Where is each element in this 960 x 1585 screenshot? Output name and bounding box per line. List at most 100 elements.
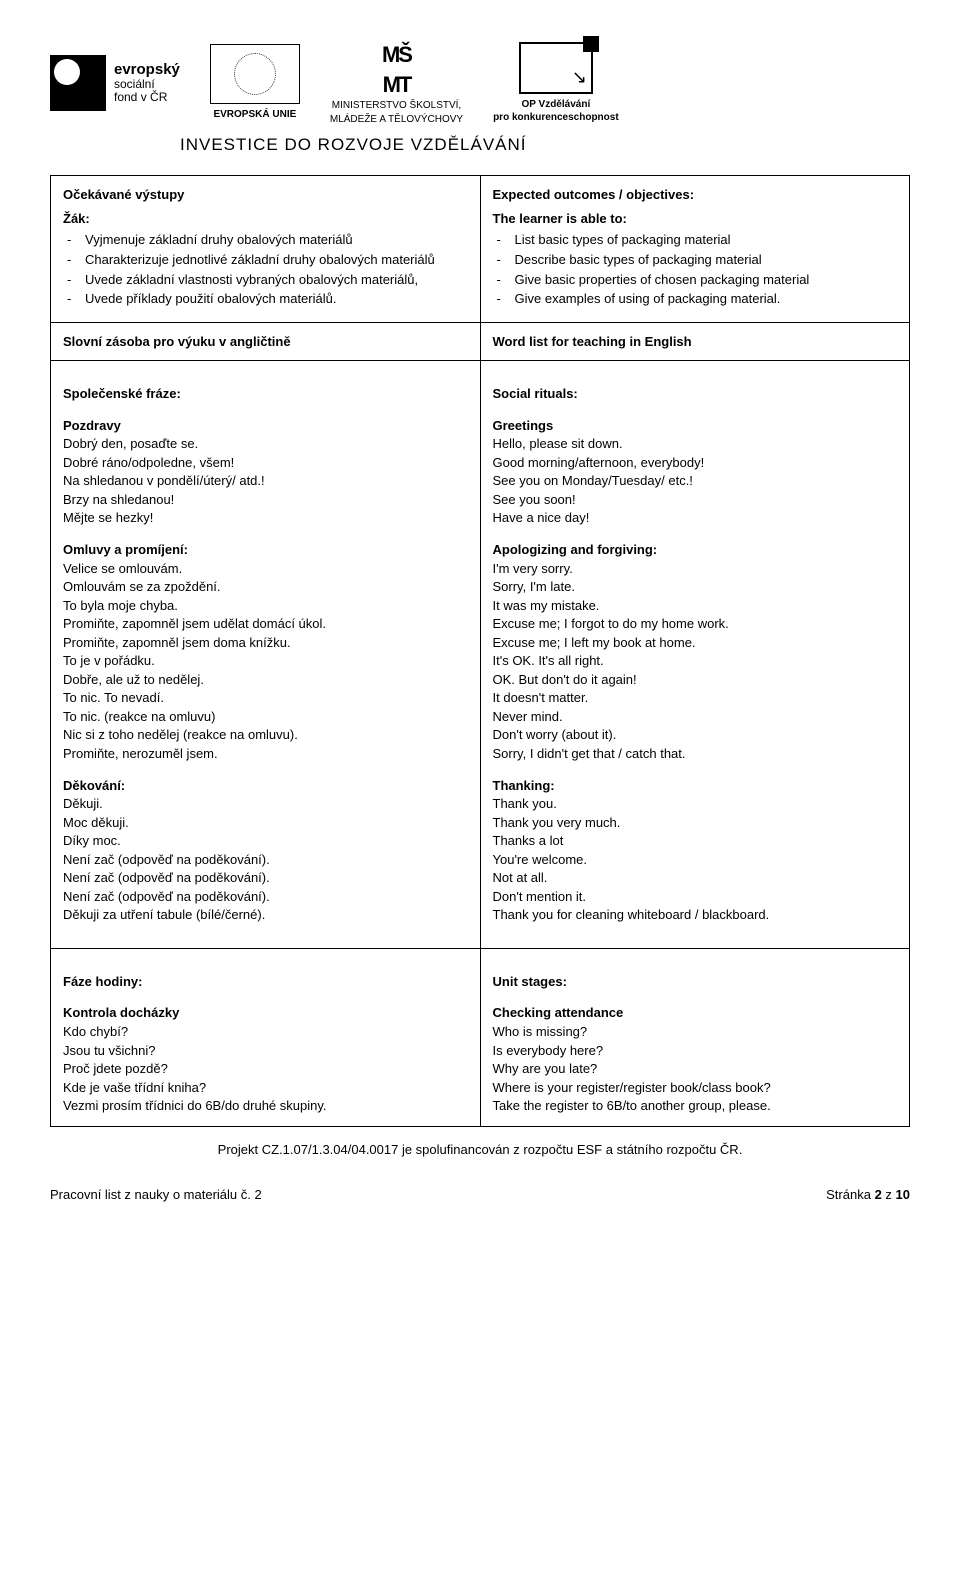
line: See you on Monday/Tuesday/ etc.!	[493, 472, 898, 490]
line: Omlouvám se za zpoždění.	[63, 578, 468, 596]
esf-text: evropský sociální fond v ČR	[114, 62, 180, 105]
list-item: Describe basic types of packaging materi…	[515, 251, 898, 269]
line: Mějte se hezky!	[63, 509, 468, 527]
apol-en-h: Apologizing and forgiving:	[493, 541, 898, 559]
greet-en-h: Greetings	[493, 417, 898, 435]
outcomes-cz-title: Očekávané výstupy	[63, 186, 468, 204]
msmt-logo: MŠMT MINISTERSTVO ŠKOLSTVÍ, MLÁDEŽE A TĚ…	[330, 40, 463, 126]
stages-cz: Fáze hodiny: Kontrola docházky Kdo chybí…	[51, 948, 481, 1126]
line: Brzy na shledanou!	[63, 491, 468, 509]
eu-label: EVROPSKÁ UNIE	[213, 108, 296, 122]
line: Díky moc.	[63, 832, 468, 850]
msmt-l1: MINISTERSTVO ŠKOLSTVÍ,	[332, 99, 461, 113]
line: Proč jdete pozdě?	[63, 1060, 468, 1078]
list-item: Vyjmenuje základní druhy obalových mater…	[85, 231, 468, 249]
list-item: Uvede příklady použití obalových materiá…	[85, 290, 468, 308]
line: Not at all.	[493, 869, 898, 887]
line: Není zač (odpověď na poděkování).	[63, 851, 468, 869]
greet-cz-h: Pozdravy	[63, 417, 468, 435]
social-cz: Společenské fráze: Pozdravy Dobrý den, p…	[51, 361, 481, 949]
list-item: Charakterizuje jednotlivé základní druhy…	[85, 251, 468, 269]
esf-logo: evropský sociální fond v ČR	[50, 55, 180, 111]
stages-cz-h: Fáze hodiny:	[63, 973, 468, 991]
line: To byla moje chyba.	[63, 597, 468, 615]
main-table: Očekávané výstupy Žák: Vyjmenuje základn…	[50, 175, 910, 1126]
line: Jsou tu všichni?	[63, 1042, 468, 1060]
wordlist-cz-text: Slovní zásoba pro výuku v angličtině	[63, 334, 291, 349]
msmt-l2: MLÁDEŽE A TĚLOVÝCHOVY	[330, 113, 463, 127]
line: Sorry, I didn't get that / catch that.	[493, 745, 898, 763]
line: Excuse me; I left my book at home.	[493, 634, 898, 652]
social-cz-h: Společenské fráze:	[63, 385, 468, 403]
social-en: Social rituals: Greetings Hello, please …	[480, 361, 910, 949]
line: It doesn't matter.	[493, 689, 898, 707]
outcomes-en-list: List basic types of packaging material D…	[493, 231, 898, 307]
opvk-logo: ↘ OP Vzdělávání pro konkurenceschopnost	[493, 42, 619, 125]
line: Take the register to 6B/to another group…	[493, 1097, 898, 1115]
outcomes-en: Expected outcomes / objectives: The lear…	[480, 176, 910, 322]
line: Excuse me; I forgot to do my home work.	[493, 615, 898, 633]
line: Don't mention it.	[493, 888, 898, 906]
line: Dobrý den, posaďte se.	[63, 435, 468, 453]
footer-left: Pracovní list z nauky o materiálu č. 2	[50, 1186, 262, 1204]
opvk-icon: ↘	[519, 42, 593, 94]
esf-bold: evropský	[114, 61, 180, 78]
line: Velice se omlouvám.	[63, 560, 468, 578]
list-item: Give examples of using of packaging mate…	[515, 290, 898, 308]
line: To je v pořádku.	[63, 652, 468, 670]
esf-line3: fond v ČR	[114, 90, 167, 104]
outcomes-cz-list: Vyjmenuje základní druhy obalových mater…	[63, 231, 468, 307]
line: Dobře, ale už to nedělej.	[63, 671, 468, 689]
line: Nic si z toho nedělej (reakce na omluvu)…	[63, 726, 468, 744]
line: Never mind.	[493, 708, 898, 726]
footer-project: Projekt CZ.1.07/1.3.04/04.0017 je spoluf…	[50, 1141, 910, 1159]
stages-en: Unit stages: Checking attendance Who is …	[480, 948, 910, 1126]
list-item: Give basic properties of chosen packagin…	[515, 271, 898, 289]
esf-icon	[50, 55, 106, 111]
line: To nic. (reakce na omluvu)	[63, 708, 468, 726]
wordlist-en-text: Word list for teaching in English	[493, 334, 692, 349]
line: Dobré ráno/odpoledne, všem!	[63, 454, 468, 472]
line: You're welcome.	[493, 851, 898, 869]
att-cz-h: Kontrola docházky	[63, 1004, 468, 1022]
line: Who is missing?	[493, 1023, 898, 1041]
line: Promiňte, nerozuměl jsem.	[63, 745, 468, 763]
line: Is everybody here?	[493, 1042, 898, 1060]
line: It's OK. It's all right.	[493, 652, 898, 670]
line: Kdo chybí?	[63, 1023, 468, 1041]
line: Není zač (odpověď na poděkování).	[63, 888, 468, 906]
eu-flag-icon	[210, 44, 300, 104]
line: Thank you.	[493, 795, 898, 813]
outcomes-cz: Očekávané výstupy Žák: Vyjmenuje základn…	[51, 176, 481, 322]
att-en-h: Checking attendance	[493, 1004, 898, 1022]
social-en-h: Social rituals:	[493, 385, 898, 403]
thank-cz-h: Děkování:	[63, 777, 468, 795]
line: See you soon!	[493, 491, 898, 509]
apol-cz-h: Omluvy a promíjení:	[63, 541, 468, 559]
header-logos: evropský sociální fond v ČR EVROPSKÁ UNI…	[50, 40, 910, 126]
stages-en-h: Unit stages:	[493, 973, 898, 991]
line: Promiňte, zapomněl jsem udělat domácí úk…	[63, 615, 468, 633]
outcomes-cz-sub: Žák:	[63, 210, 468, 228]
line: Thank you for cleaning whiteboard / blac…	[493, 906, 898, 924]
line: Promiňte, zapomněl jsem doma knížku.	[63, 634, 468, 652]
outcomes-en-title: Expected outcomes / objectives:	[493, 186, 898, 204]
wordlist-cz: Slovní zásoba pro výuku v angličtině	[51, 322, 481, 361]
line: Thank you very much.	[493, 814, 898, 832]
opvk-l1: OP Vzdělávání	[521, 98, 590, 112]
outcomes-en-sub: The learner is able to:	[493, 210, 898, 228]
line: Vezmi prosím třídnici do 6B/do druhé sku…	[63, 1097, 468, 1115]
line: Good morning/afternoon, everybody!	[493, 454, 898, 472]
wordlist-en: Word list for teaching in English	[480, 322, 910, 361]
line: OK. But don't do it again!	[493, 671, 898, 689]
line: Why are you late?	[493, 1060, 898, 1078]
line: To nic. To nevadí.	[63, 689, 468, 707]
opvk-l2: pro konkurenceschopnost	[493, 111, 619, 125]
thank-en-h: Thanking:	[493, 777, 898, 795]
line: It was my mistake.	[493, 597, 898, 615]
investice-motto: INVESTICE DO ROZVOJE VZDĚLÁVÁNÍ	[180, 134, 910, 157]
line: Kde je vaše třídní kniha?	[63, 1079, 468, 1097]
line: Thanks a lot	[493, 832, 898, 850]
list-item: List basic types of packaging material	[515, 231, 898, 249]
line: Hello, please sit down.	[493, 435, 898, 453]
